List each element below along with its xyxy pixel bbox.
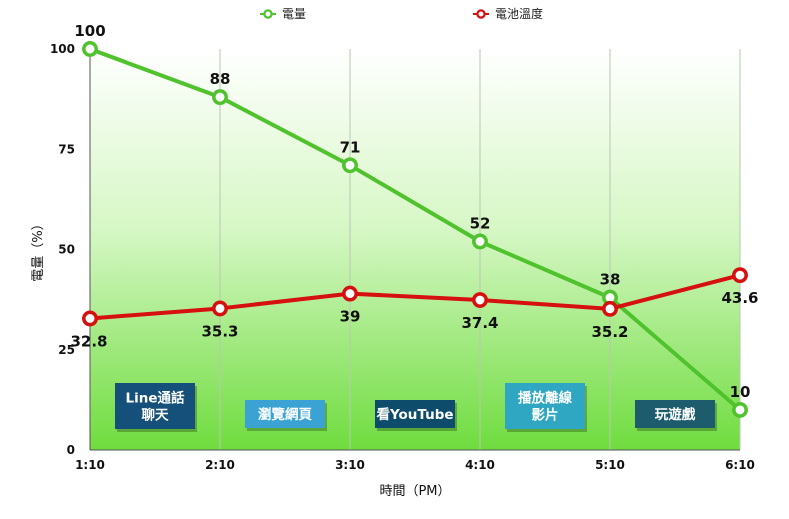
activity-label: 看YouTube <box>375 406 453 423</box>
data-point <box>342 285 358 302</box>
y-tick-label: 0 <box>67 443 75 457</box>
x-tick-label: 6:10 <box>725 458 755 472</box>
activity-label: 播放離線 <box>518 390 572 407</box>
data-label: 100 <box>74 22 105 40</box>
data-label: 10 <box>730 383 751 401</box>
data-point <box>472 233 488 250</box>
activity-label: 瀏覽網頁 <box>258 406 312 423</box>
data-point <box>732 401 748 418</box>
activity-box-bg <box>635 400 715 428</box>
y-tick-label: 25 <box>58 343 75 357</box>
data-point <box>342 157 358 174</box>
data-point <box>732 267 748 284</box>
data-point <box>212 89 228 106</box>
data-point <box>472 292 488 308</box>
grid-lines <box>219 49 741 450</box>
activity-label: 影片 <box>532 407 559 424</box>
plot-area <box>90 49 740 450</box>
data-label: 38 <box>600 271 621 289</box>
y-tick-label: 100 <box>50 42 75 56</box>
activity-box-bg <box>505 383 585 429</box>
legend: 電量 電池溫度 <box>260 6 543 21</box>
legend-label: 電量 <box>282 7 306 21</box>
data-label: 39 <box>340 308 361 326</box>
data-point <box>602 300 618 317</box>
activity-label: 聊天 <box>142 407 169 424</box>
legend-marker <box>263 9 273 19</box>
data-label: 71 <box>340 138 361 156</box>
legend-item: 電池溫度 <box>473 6 543 21</box>
y-axis-title: 電量（%） <box>31 217 46 281</box>
activity-label: 玩遊戲 <box>655 406 696 423</box>
data-point <box>212 300 228 317</box>
x-tick-label: 1:10 <box>75 458 105 472</box>
data-label: 37.4 <box>461 314 498 332</box>
activity-box-bg <box>245 400 325 428</box>
activity-label: Line通話 <box>126 390 185 407</box>
activity-box: 瀏覽網頁 <box>245 400 327 431</box>
activity-box: 玩遊戲 <box>635 400 717 431</box>
legend-marker <box>476 9 486 19</box>
data-labels: 100 88 71 52 38 10 32.8 35.3 39 37.4 35.2 43.6 <box>70 22 758 401</box>
data-point <box>82 41 98 57</box>
activity-box: 看YouTube <box>375 400 457 431</box>
data-point <box>82 310 98 327</box>
data-label: 32.8 <box>70 332 107 350</box>
axes: 0 25 50 75 100 1:10 2:10 3:10 4:10 5:10 6:10 <box>50 42 755 472</box>
x-tick-label: 2:10 <box>205 458 235 472</box>
data-label: 52 <box>470 214 491 232</box>
legend-item: 電量 <box>260 7 306 21</box>
series-line <box>89 47 742 412</box>
legend-label: 電池溫度 <box>495 6 543 21</box>
activity-box-bg <box>115 383 195 429</box>
data-label: 35.3 <box>201 322 238 340</box>
activity-box-bg <box>375 400 455 428</box>
x-axis-title: 時間（PM） <box>379 484 450 499</box>
x-tick-label: 3:10 <box>335 458 365 472</box>
x-tick-label: 4:10 <box>465 458 495 472</box>
y-tick-label: 50 <box>58 243 75 257</box>
data-label: 43.6 <box>721 289 758 307</box>
series-line <box>89 273 741 321</box>
data-label: 88 <box>210 70 231 88</box>
series <box>82 41 748 418</box>
data-label: 35.2 <box>591 323 628 341</box>
y-tick-label: 75 <box>58 142 75 156</box>
x-tick-label: 5:10 <box>595 458 625 472</box>
